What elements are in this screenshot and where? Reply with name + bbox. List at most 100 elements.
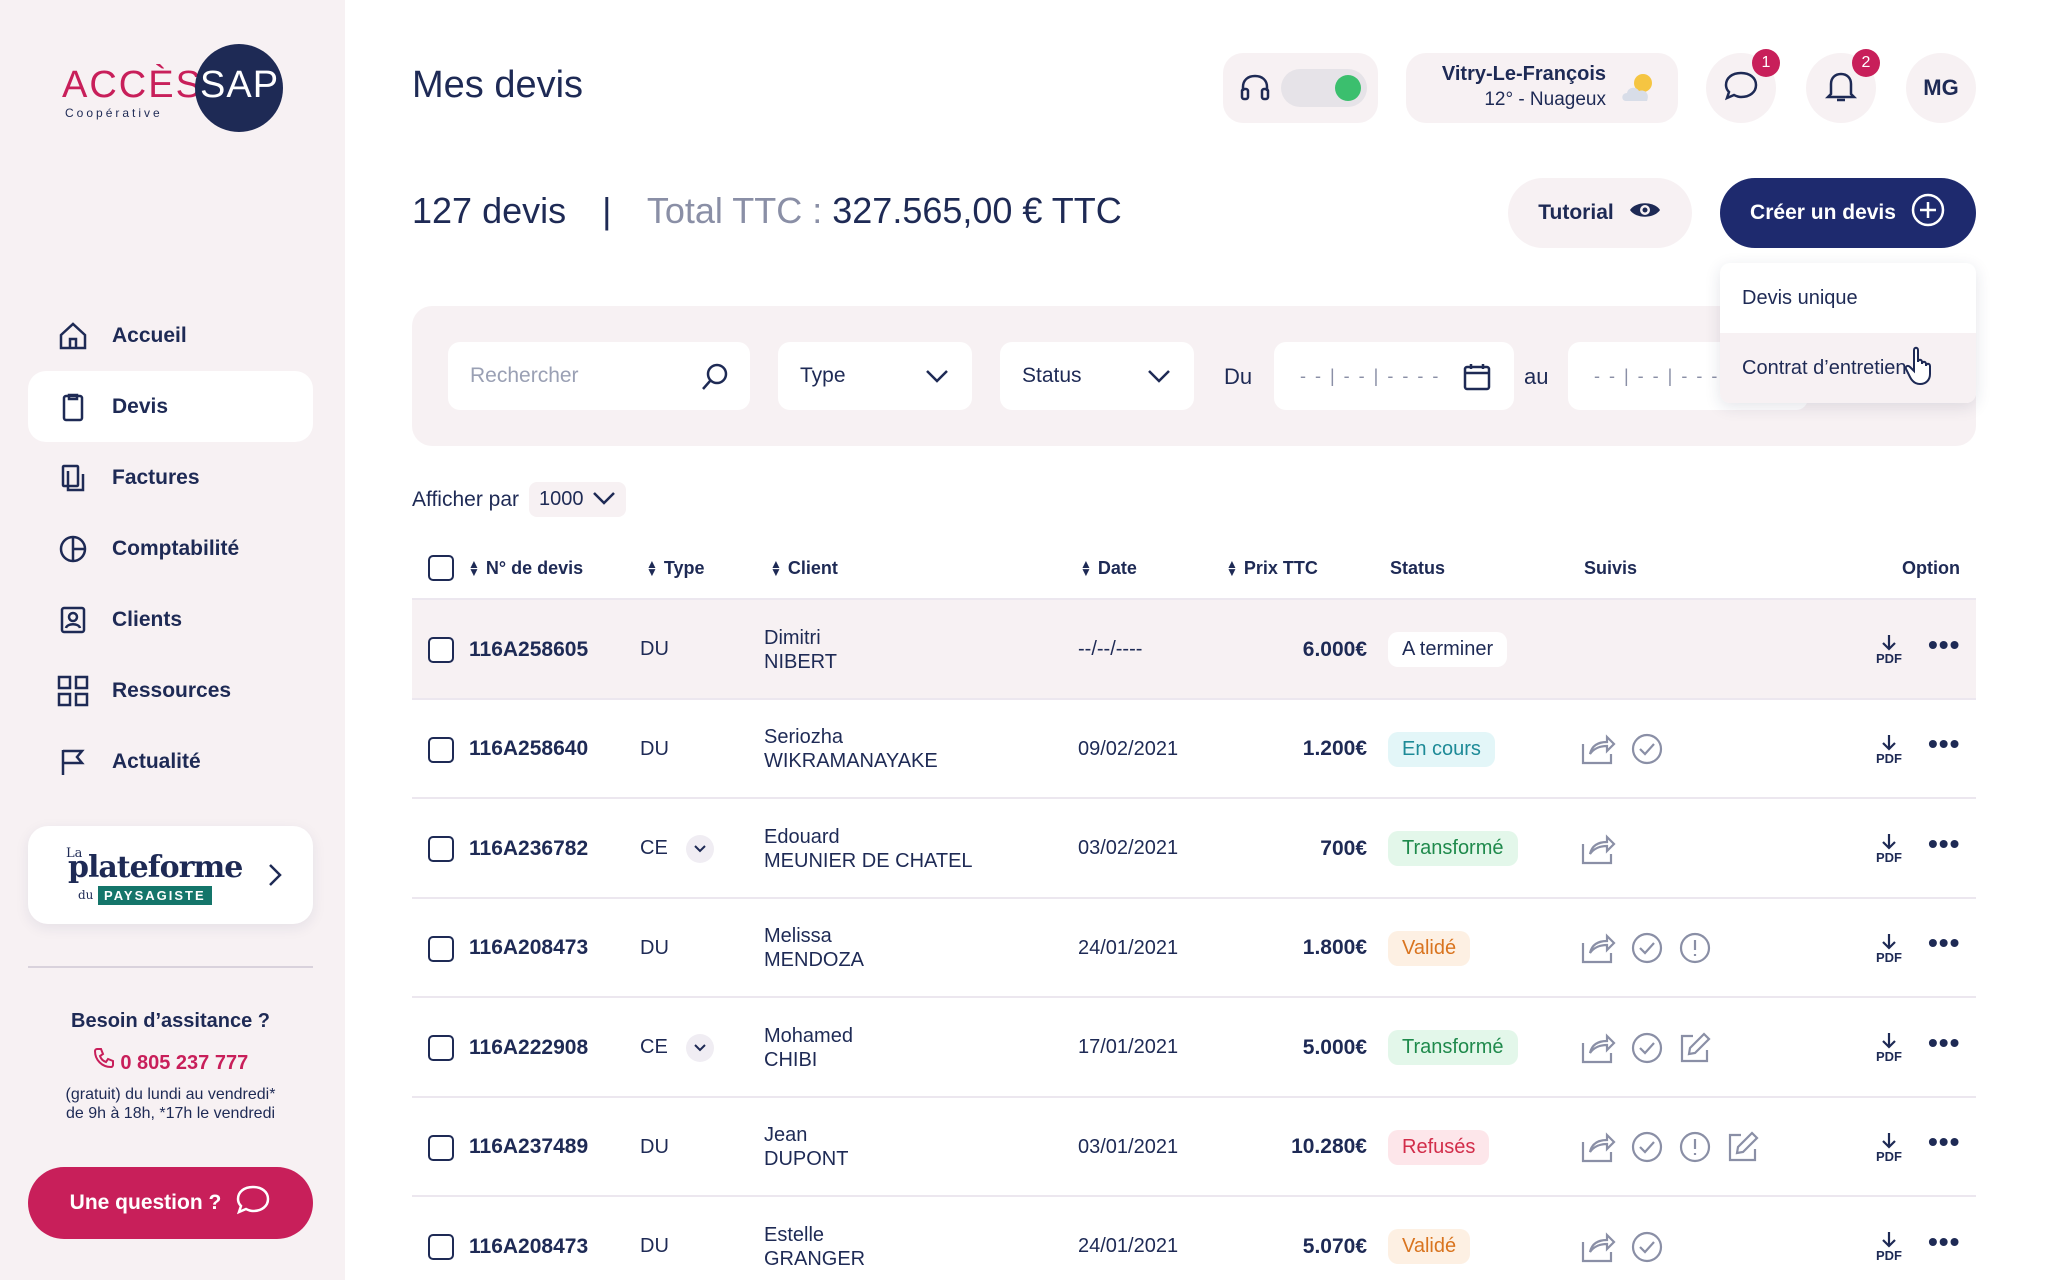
client-first-name: Seriozha [764, 726, 843, 748]
table-row[interactable]: 116A222908 CE Mohamed CHIBI 17/01/2021 5.… [412, 996, 1976, 1096]
table-row[interactable]: 116A208473 DU Estelle GRANGER 24/01/2021 … [412, 1195, 1976, 1280]
sidebar-item-actualite[interactable]: Actualité [28, 726, 313, 797]
search-placeholder: Rechercher [470, 364, 579, 387]
notifications-button[interactable]: 2 [1806, 49, 1880, 123]
pdf-download-button[interactable]: PDF [1876, 933, 1902, 964]
more-options-icon[interactable]: ••• [1928, 628, 1961, 660]
pdf-label: PDF [1876, 1148, 1902, 1164]
notifications-badge: 2 [1852, 49, 1880, 77]
more-options-icon[interactable]: ••• [1928, 827, 1961, 859]
table-row[interactable]: 116A236782 CE Edouard MEUNIER DE CHATEL 0… [412, 797, 1976, 897]
check-circle-icon[interactable] [1630, 732, 1664, 766]
acces-sap-logo[interactable]: ACCÈS SAP Coopérative [62, 44, 292, 134]
select-all-checkbox[interactable] [428, 555, 454, 581]
client-last-name: CHIBI [764, 1048, 818, 1071]
create-quote-menu: Devis unique Contrat d’entretien [1720, 263, 1976, 403]
support-toggle[interactable] [1281, 69, 1367, 107]
share-icon[interactable] [1580, 832, 1616, 866]
row-checkbox[interactable] [428, 637, 454, 663]
date-from-input[interactable]: - - | - - | - - - - [1274, 342, 1514, 410]
partner-tag: PAYSAGISTE [98, 886, 212, 905]
share-icon[interactable] [1580, 931, 1616, 965]
row-checkbox[interactable] [428, 836, 454, 862]
pdf-download-button[interactable]: PDF [1876, 1032, 1902, 1063]
pdf-download-button[interactable]: PDF [1876, 1132, 1902, 1163]
edit-icon[interactable] [1726, 1130, 1760, 1164]
row-checkbox[interactable] [428, 1234, 454, 1260]
expand-chevron-icon[interactable] [685, 1033, 714, 1062]
share-icon[interactable] [1580, 1130, 1616, 1164]
sidebar-item-label: Ressources [112, 678, 232, 702]
pdf-download-button[interactable]: PDF [1876, 634, 1902, 665]
total-label: Total TTC : [646, 190, 823, 231]
check-circle-icon[interactable] [1630, 1130, 1664, 1164]
sidebar-item-clients[interactable]: Clients [28, 584, 313, 655]
more-options-icon[interactable]: ••• [1928, 728, 1961, 759]
share-icon[interactable] [1580, 1230, 1616, 1264]
search-input[interactable]: Rechercher [448, 342, 750, 410]
edit-icon[interactable] [1678, 1031, 1712, 1065]
row-options: PDF ••• [1876, 700, 1960, 799]
avatar[interactable]: MG [1906, 53, 1976, 123]
quote-date: 03/02/2021 [1078, 837, 1179, 859]
check-circle-icon[interactable] [1630, 1230, 1664, 1264]
sidebar-item-comptabilite[interactable]: Comptabilité [28, 513, 313, 584]
type-select[interactable]: Type [778, 342, 972, 410]
select-all-checkbox-cell [428, 540, 454, 596]
th-date[interactable]: ▲ ▼ Date [1080, 540, 1137, 596]
sidebar-item-accueil[interactable]: Accueil [28, 300, 313, 371]
sidebar-item-devis[interactable]: Devis [28, 371, 313, 442]
menu-item-devis-unique[interactable]: Devis unique [1742, 286, 1858, 309]
table-row[interactable]: 116A258605 DU Dimitri NIBERT --/--/---- 6… [412, 598, 1976, 698]
more-options-icon[interactable]: ••• [1928, 1026, 1961, 1058]
logo-subtitle: Coopérative [65, 106, 163, 120]
th-num[interactable]: ▲ ▼ N° de devis [468, 540, 583, 596]
sidebar-item-factures[interactable]: Factures [28, 442, 313, 513]
row-checkbox[interactable] [428, 935, 454, 962]
create-quote-button[interactable]: Créer un devis [1720, 178, 1976, 248]
home-icon [56, 319, 90, 353]
quote-price: 700€ [1320, 836, 1367, 860]
th-client[interactable]: ▲ ▼ Client [770, 540, 838, 596]
contacts-icon [56, 603, 90, 637]
th-price[interactable]: ▲ ▼ Prix TTC [1226, 540, 1318, 596]
row-checkbox[interactable] [428, 1134, 454, 1161]
status-select[interactable]: Status [1000, 342, 1194, 410]
expand-chevron-icon[interactable] [685, 834, 714, 863]
th-label: Prix TTC [1243, 557, 1318, 578]
partner-banner[interactable]: La plateforme du PAYSAGISTE [28, 826, 313, 924]
help-phone[interactable]: 0 805 237 777 [28, 1047, 313, 1075]
pdf-download-button[interactable]: PDF [1876, 734, 1902, 765]
row-checkbox[interactable] [428, 736, 454, 763]
check-circle-icon[interactable] [1630, 931, 1664, 965]
question-button-label: Une question ? [69, 1191, 222, 1214]
row-options: PDF ••• [1876, 600, 1960, 699]
menu-item-contrat-entretien[interactable]: Contrat d’entretien [1720, 333, 1976, 403]
row-checkbox[interactable] [428, 1035, 454, 1061]
question-button[interactable]: Une question ? [28, 1167, 313, 1239]
table-row[interactable]: 116A208473 DU Melissa MENDOZA 24/01/2021 … [412, 896, 1976, 998]
check-circle-icon[interactable] [1630, 1031, 1664, 1065]
per-page-select[interactable]: 1000 [529, 482, 626, 517]
tutorial-button[interactable]: Tutorial [1508, 178, 1692, 248]
th-status: Status [1390, 540, 1445, 596]
follow-up-icons [1580, 899, 1712, 998]
pdf-download-button[interactable]: PDF [1876, 1231, 1902, 1262]
support-toggle-group [1223, 53, 1378, 123]
messages-button[interactable]: 1 [1706, 49, 1780, 123]
pdf-download-button[interactable]: PDF [1876, 833, 1902, 864]
more-options-icon[interactable]: ••• [1928, 927, 1961, 958]
alert-circle-icon[interactable] [1678, 931, 1712, 965]
share-icon[interactable] [1580, 1031, 1616, 1065]
table-row[interactable]: 116A258640 DU Seriozha WIKRAMANAYAKE 09/0… [412, 697, 1976, 799]
calendar-icon [1462, 362, 1492, 397]
alert-circle-icon[interactable] [1678, 1130, 1712, 1164]
more-options-icon[interactable]: ••• [1928, 1225, 1961, 1257]
per-page-value: 1000 [539, 488, 584, 510]
sidebar-item-ressources[interactable]: Ressources [28, 655, 313, 726]
share-icon[interactable] [1580, 732, 1616, 766]
table-row[interactable]: 116A237489 DU Jean DUPONT 03/01/2021 10.2… [412, 1095, 1976, 1196]
th-type[interactable]: ▲ ▼ Type [646, 540, 705, 596]
more-options-icon[interactable]: ••• [1928, 1126, 1961, 1157]
download-icon [1882, 1232, 1896, 1248]
